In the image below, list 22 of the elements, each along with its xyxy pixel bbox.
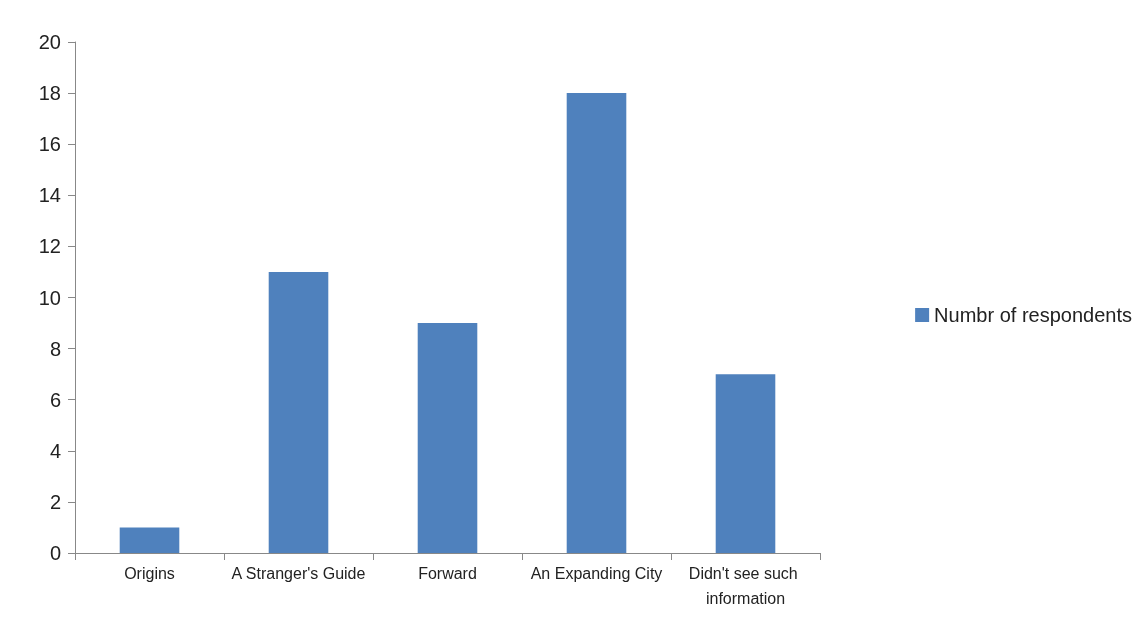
y-tick-label: 0 [49,542,61,564]
y-tick-label: 4 [49,439,61,462]
x-tick-label: Origins [124,565,175,582]
y-tick-label: 10 [38,286,61,309]
y-tick-label: 14 [38,184,61,207]
y-tick-label: 12 [38,235,61,258]
y-tick-label: 8 [49,337,61,360]
y-tick-label: 20 [38,31,61,53]
x-tick-label: Forward [418,565,477,582]
x-tick-label: An Expanding City [530,565,663,582]
bar [566,93,627,553]
bar [417,323,478,553]
bar [119,527,180,553]
x-tick-label: A Stranger's Guide [231,565,366,582]
bar [715,374,776,553]
y-tick-label: 18 [38,82,61,105]
y-tick-label: 6 [49,388,61,411]
bar [268,271,329,553]
y-tick-label: 2 [49,490,61,513]
legend-label: Numbr of respondents [934,304,1133,326]
x-tick-label: Didn't see such information [688,565,803,607]
y-tick-label: 16 [38,133,61,156]
